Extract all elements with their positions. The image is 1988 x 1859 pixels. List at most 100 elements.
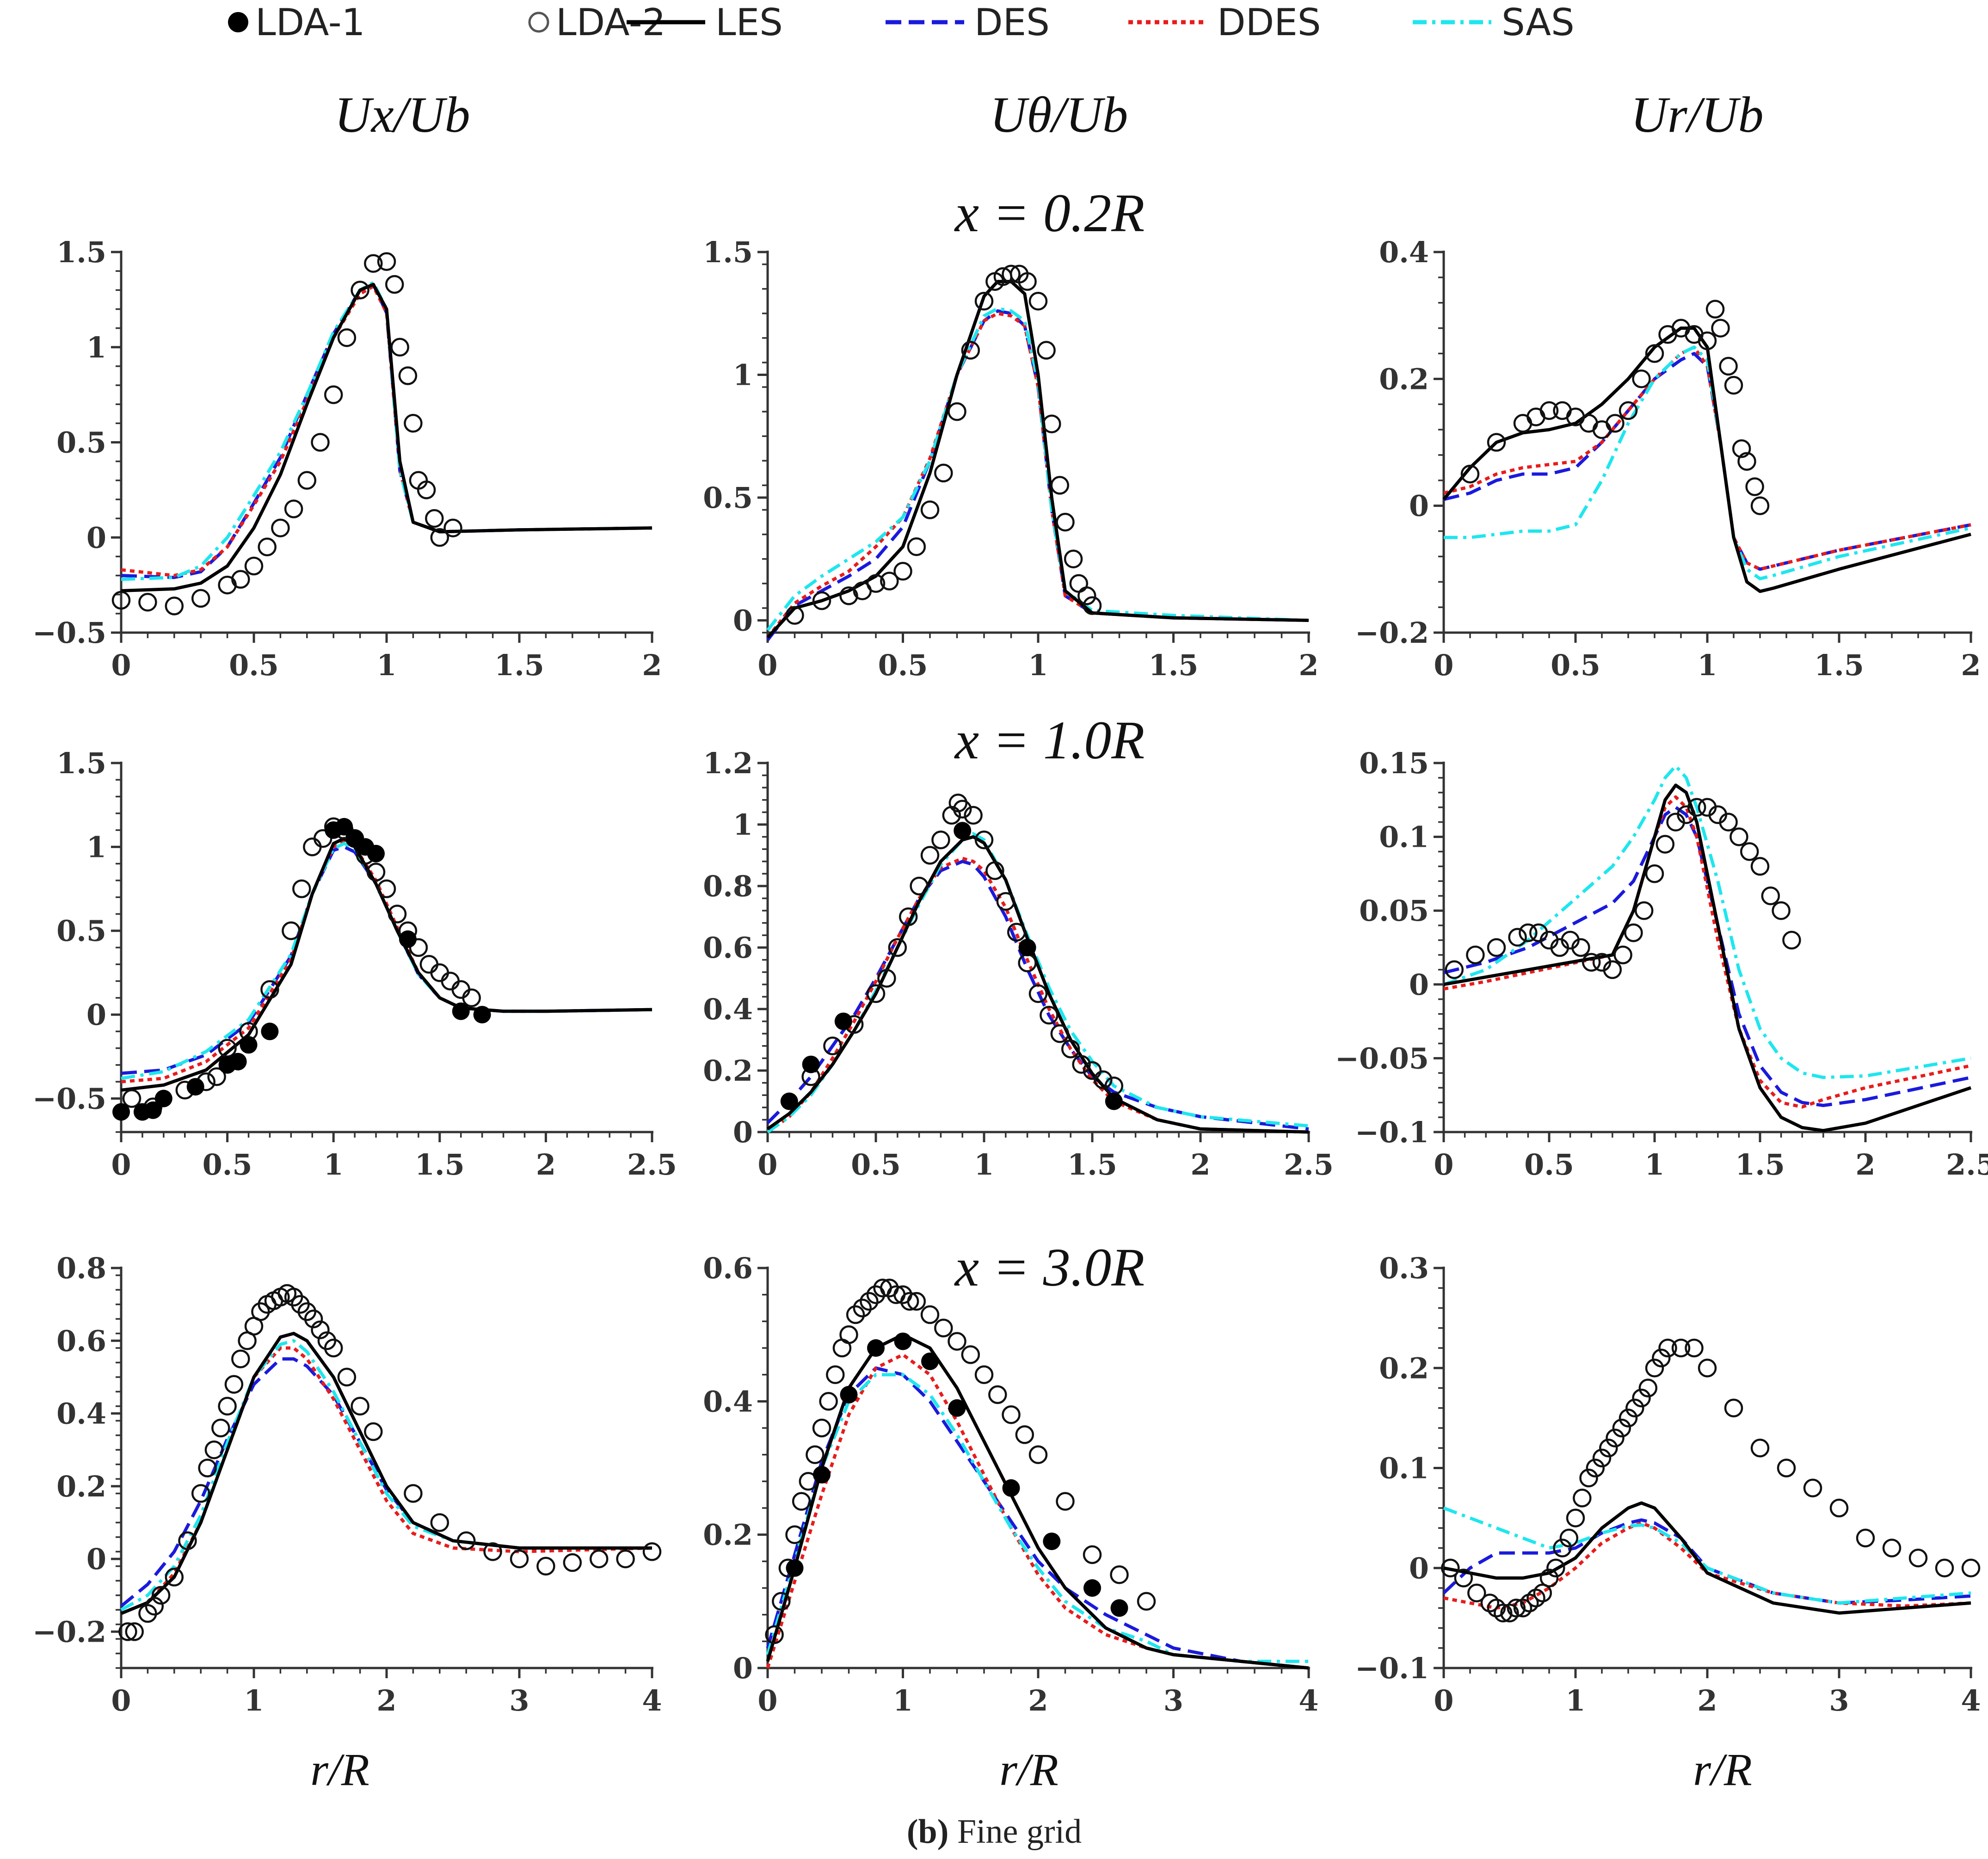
lda2-point xyxy=(111,591,131,610)
x-tick-label: 4 xyxy=(1961,1684,1981,1717)
lda2-point xyxy=(430,1513,449,1532)
y-tick-label: −0.05 xyxy=(1335,1041,1429,1075)
lda2-point xyxy=(1508,928,1527,947)
lda2-point xyxy=(1656,835,1675,854)
lda2-point xyxy=(888,938,907,957)
lda2-point xyxy=(839,1325,858,1344)
lda2-point xyxy=(304,1309,323,1329)
lda1-point xyxy=(1018,939,1036,956)
lda2-point xyxy=(961,341,980,360)
series-lda-2-markers xyxy=(765,1279,1156,1644)
lda2-point xyxy=(1546,1558,1565,1578)
lda2-point xyxy=(988,1385,1007,1404)
lda2-point xyxy=(1719,357,1738,376)
lda2-point xyxy=(1740,842,1759,861)
lda2-point xyxy=(337,1367,357,1387)
lda2-point xyxy=(1507,1599,1526,1618)
lda2-point xyxy=(1782,930,1801,950)
lda2-point xyxy=(1072,1055,1091,1074)
y-tick-label: 0 xyxy=(86,1542,106,1576)
x-tick-label: 0 xyxy=(1434,648,1453,682)
lda2-point xyxy=(1750,496,1770,515)
panels: −0.500.511.50 0.5 1 1.5 200.511.50 0.5 1 1.5 2−0… xyxy=(32,235,1988,1717)
lda1-point xyxy=(780,1092,798,1110)
lda2-point xyxy=(877,969,896,988)
y-tick-label: 0.4 xyxy=(1379,235,1429,269)
lda2-point xyxy=(899,907,918,926)
lda1-point xyxy=(948,1399,966,1417)
series-lda-2-markers xyxy=(122,817,481,1116)
lda2-point xyxy=(145,1597,164,1616)
lda2-point xyxy=(1566,1508,1585,1527)
lda2-point xyxy=(907,537,926,556)
y-tick-label: 0 xyxy=(86,998,106,1032)
x-tick-label: 1 xyxy=(974,1148,994,1182)
lda1-point xyxy=(1043,1533,1061,1551)
x-axis-label-center: r/R xyxy=(999,1744,1059,1795)
legend-item-lda-1: LDA-1 xyxy=(228,1,365,44)
series-ddes-line xyxy=(766,312,1309,639)
lda2-point xyxy=(920,1305,940,1324)
lda2-point xyxy=(1028,984,1048,1003)
legend-label: SAS xyxy=(1502,1,1575,44)
lda2-point xyxy=(1687,798,1706,817)
lda1-point xyxy=(834,1012,852,1030)
lda2-point xyxy=(1634,901,1654,920)
lda1-point xyxy=(921,1352,939,1370)
y-tick-label: 0 xyxy=(733,1651,753,1685)
x-tick-label: 2 xyxy=(1299,648,1318,682)
lda2-point xyxy=(1553,1539,1572,1557)
lda1-point xyxy=(813,1465,831,1484)
x-tick-label: 1 xyxy=(1565,1684,1585,1717)
lda2-point xyxy=(1519,923,1538,942)
x-tick-label: 0 xyxy=(1434,1684,1453,1717)
lda2-point xyxy=(920,846,940,865)
panel-r1-c2: −0.1 −0.05 0 0.05 0.1 0.15 0 0.5 1 1.5 2 2.5 xyxy=(1335,746,1988,1182)
lda2-point xyxy=(165,1568,184,1587)
x-tick-label: 2 xyxy=(536,1148,556,1182)
lda2-point xyxy=(1056,512,1075,532)
legend-marker-filled xyxy=(228,12,248,32)
x-tick-label: 1 xyxy=(1697,648,1717,682)
lda2-point xyxy=(1908,1548,1928,1568)
lda2-point xyxy=(271,518,290,537)
lda1-point xyxy=(802,1055,820,1073)
series-ddes-line xyxy=(121,840,652,1083)
x-tick-label: 2 xyxy=(376,1684,396,1717)
series-sas-line xyxy=(1444,345,1971,580)
x-tick-label: 2.5 xyxy=(627,1148,677,1182)
lda2-point xyxy=(1603,960,1622,979)
series-des-line xyxy=(1443,806,1971,1107)
y-tick-label: 1 xyxy=(86,830,106,864)
lda2-point xyxy=(1619,1409,1638,1428)
x-tick-label: 2.5 xyxy=(1284,1148,1334,1182)
x-tick-label: 0.5 xyxy=(229,648,279,682)
lda2-point xyxy=(1083,1061,1102,1080)
y-tick-label: 0.3 xyxy=(1379,1251,1429,1285)
x-tick-label: 0 xyxy=(111,648,131,682)
lda2-point xyxy=(1445,960,1464,979)
lda2-point xyxy=(934,1318,953,1338)
x-tick-label: 2 xyxy=(1028,1684,1048,1717)
caption-label: (b) xyxy=(907,1813,948,1851)
x-tick-label: 0.5 xyxy=(1524,1148,1574,1182)
lda2-point xyxy=(1705,300,1725,319)
lda2-point xyxy=(920,500,940,519)
x-tick-label: 2 xyxy=(1855,1148,1875,1182)
series-sas-line xyxy=(121,842,652,1080)
lda2-point xyxy=(1539,401,1559,420)
lda2-point xyxy=(961,1345,980,1364)
series-sas-line xyxy=(766,307,1309,631)
lda2-point xyxy=(1573,1489,1592,1508)
y-tick-label: −0.5 xyxy=(32,616,106,650)
lda2-point xyxy=(1719,813,1738,831)
lda2-point xyxy=(364,254,383,273)
x-tick-label: 1.5 xyxy=(415,1148,465,1182)
series-ddes-line xyxy=(120,1346,652,1615)
lda2-point xyxy=(1777,1459,1796,1477)
lda2-point xyxy=(404,1484,423,1503)
lda2-point xyxy=(366,862,386,882)
lda2-point xyxy=(1935,1558,1954,1578)
y-tick-label: 0.4 xyxy=(703,992,753,1026)
series-lda-1-markers xyxy=(786,1332,1128,1617)
